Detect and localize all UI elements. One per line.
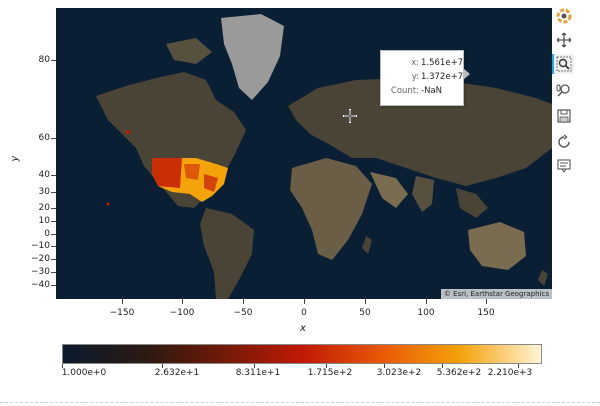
y-tick-label: 60 [38, 133, 50, 143]
y-axis: y 80 60 40 30 20 10 0 −10 −20 −30 −40 [0, 8, 56, 299]
box-zoom-icon[interactable] [552, 54, 574, 74]
y-tick-label: −30 [31, 267, 50, 277]
hover-icon[interactable] [554, 156, 574, 176]
tooltip-x-key: x: [411, 58, 419, 68]
wheel-zoom-icon[interactable] [554, 80, 574, 100]
x-tick-label: −100 [169, 308, 195, 318]
colorbar-label: 2.210e+3 [487, 368, 533, 378]
south-america-shape [200, 208, 254, 299]
save-icon[interactable] [554, 106, 574, 126]
crosshair-cursor-icon [343, 108, 357, 123]
x-tick-label: −50 [233, 308, 253, 318]
colorbar-label: 1.715e+2 [307, 368, 353, 378]
map-plot-area[interactable]: © Esri, Earthstar Geographics [56, 8, 552, 299]
hover-tooltip: x: 1.561e+7 y: 1.372e+7 Count: -NaN [380, 50, 464, 106]
x-tick-label: 0 [301, 308, 307, 318]
world-map [56, 8, 552, 299]
colorbar-labels: 1.000e+0 2.632e+1 8.311e+1 1.715e+2 3.02… [61, 364, 542, 382]
y-tick-label: 40 [38, 170, 50, 180]
x-tick-label: −150 [109, 308, 135, 318]
y-tick-label: −20 [31, 254, 50, 264]
africa-shape [290, 158, 372, 260]
y-tick-label: 10 [38, 216, 50, 226]
x-tick-label: 50 [359, 308, 371, 318]
x-axis-label: x [300, 323, 306, 334]
colorbar-label: 8.311e+1 [235, 368, 281, 378]
x-tick-label: 150 [477, 308, 495, 318]
x-tick-label: 100 [417, 308, 435, 318]
pan-icon[interactable] [554, 30, 574, 50]
eurasia-shape [288, 78, 552, 186]
y-tick-label: −10 [31, 241, 50, 251]
y-tick-label: 80 [38, 55, 50, 65]
y-tick-label: −40 [31, 280, 50, 290]
tooltip-y-value: 1.372e+7 [421, 72, 464, 82]
greenland-shape [221, 14, 284, 100]
bokeh-logo-icon[interactable] [554, 6, 574, 26]
x-axis: −150 −100 −50 0 50 100 150 x [56, 299, 552, 339]
page-divider [0, 402, 600, 404]
tooltip-count-key: Count: [390, 86, 419, 96]
tooltip-x-value: 1.561e+7 [421, 58, 464, 68]
colorbar-label: 3.023e+2 [376, 368, 422, 378]
map-attribution: © Esri, Earthstar Geographics [440, 289, 552, 299]
y-tick-label: 20 [38, 203, 50, 213]
colorbar-label: 1.000e+0 [61, 368, 107, 378]
tooltip-y-key: y: [411, 72, 419, 82]
bokeh-toolbar [552, 6, 574, 176]
colorbar-label: 5.362e+2 [436, 368, 482, 378]
reset-icon[interactable] [554, 132, 574, 152]
y-tick-label: 30 [38, 187, 50, 197]
colorbar [62, 344, 542, 364]
tooltip-count-value: -NaN [421, 86, 442, 96]
y-tick-label: 0 [44, 229, 50, 239]
australia-shape [468, 222, 526, 270]
colorbar-label: 2.632e+1 [154, 368, 200, 378]
y-axis-label: y [9, 155, 21, 162]
tooltip-arrow [463, 68, 470, 80]
